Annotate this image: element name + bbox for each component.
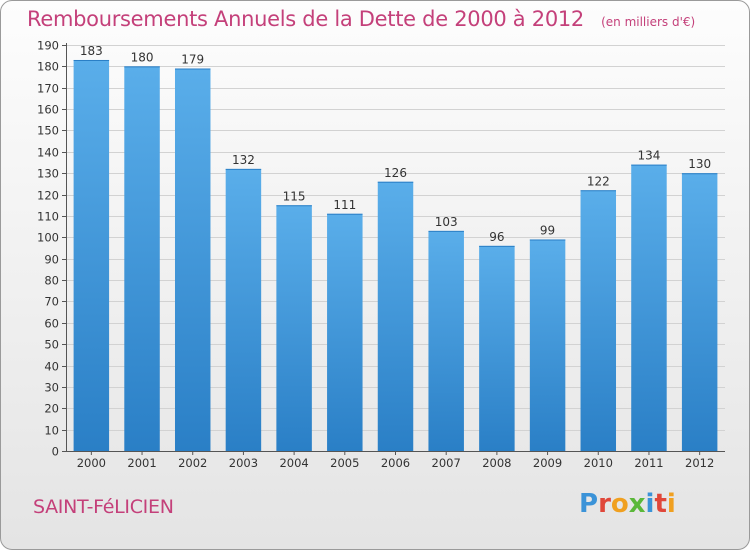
y-tick-label: 100 (37, 231, 59, 245)
brand-letter: i (666, 489, 676, 519)
data-label-2006: 126 (384, 166, 407, 180)
y-tick-label: 10 (44, 424, 59, 438)
data-label-2004: 115 (283, 189, 306, 203)
bar-2003 (225, 168, 262, 452)
y-tick-label: 140 (37, 146, 59, 160)
bar-2007 (428, 230, 464, 451)
chart-title: Remboursements Annuels de la Dette de 20… (27, 7, 584, 31)
y-tick-label: 70 (44, 295, 59, 309)
y-tick-label: 90 (44, 253, 59, 267)
x-tick-label-2006: 2006 (381, 456, 410, 470)
brand-letter: x (628, 489, 646, 519)
y-tick-label: 120 (37, 189, 59, 203)
bar-2006 (377, 181, 414, 452)
axes (62, 43, 725, 455)
brand-letter: r (598, 489, 611, 519)
labels: 0 10 20 30 40 50 60 70 80 90 100 110 120 130 140 150 160… (37, 39, 714, 471)
x-tick-label-2011: 2011 (634, 456, 663, 470)
brand-letter: t (654, 489, 667, 519)
data-label-2001: 180 (131, 50, 154, 64)
x-tick-label-2004: 2004 (279, 456, 308, 470)
x-tick-label-2008: 2008 (482, 456, 511, 470)
data-label-2002: 179 (181, 53, 204, 67)
data-label-2008: 96 (489, 230, 504, 244)
bar-2009 (529, 239, 566, 451)
y-tick-label: 110 (37, 210, 59, 224)
brand-logo: Proxiti (579, 489, 676, 519)
data-label-2010: 122 (587, 174, 610, 188)
brand-letter: i (645, 489, 655, 519)
bar-2001 (124, 66, 160, 452)
bar-2012 (681, 173, 718, 452)
data-label-2000: 183 (80, 44, 103, 58)
brand-letter: o (610, 489, 629, 519)
x-tick-label-2007: 2007 (432, 456, 461, 470)
x-tick-label-2000: 2000 (77, 456, 106, 470)
y-tick-label: 150 (37, 124, 59, 138)
bars (73, 59, 718, 452)
y-tick-label: 170 (37, 82, 59, 96)
title-row: Remboursements Annuels de la Dette de 20… (27, 7, 695, 31)
bar-2000 (73, 59, 110, 452)
x-tick-label-2009: 2009 (533, 456, 562, 470)
x-tick-label-2001: 2001 (127, 456, 156, 470)
y-tick-label: 80 (44, 274, 59, 288)
x-tick-label-2005: 2005 (330, 456, 359, 470)
data-label-2005: 111 (333, 198, 356, 212)
y-tick-label: 190 (37, 39, 59, 53)
y-tick-label: 60 (44, 317, 59, 331)
data-label-2012: 130 (688, 157, 711, 171)
y-tick-label: 50 (44, 338, 59, 352)
x-tick-label-2010: 2010 (584, 456, 613, 470)
x-tick-label-2002: 2002 (178, 456, 207, 470)
bar-2010 (580, 190, 617, 451)
y-tick-label: 180 (37, 60, 59, 74)
bar-2008 (479, 245, 515, 451)
bar-2005 (327, 213, 363, 451)
bar-2004 (276, 205, 312, 451)
bar-2011 (631, 164, 667, 452)
y-tick-label: 40 (44, 360, 59, 374)
data-label-2007: 103 (435, 215, 458, 229)
bar-2002 (174, 68, 211, 452)
chart-unit-note: (en milliers d'€) (601, 15, 696, 29)
y-tick-label: 30 (44, 381, 59, 395)
city-name: SAINT-FéLICIEN (33, 496, 174, 518)
data-label-2011: 134 (638, 149, 661, 163)
y-tick-label: 20 (44, 402, 59, 416)
y-tick-label: 160 (37, 103, 59, 117)
data-label-2003: 132 (232, 153, 255, 167)
y-tick-label: 130 (37, 167, 59, 181)
x-tick-label-2003: 2003 (229, 456, 258, 470)
y-tick-label: 0 (52, 445, 59, 459)
data-label-2009: 99 (540, 223, 555, 237)
brand-letter: P (579, 489, 599, 519)
x-tick-label-2012: 2012 (685, 456, 714, 470)
